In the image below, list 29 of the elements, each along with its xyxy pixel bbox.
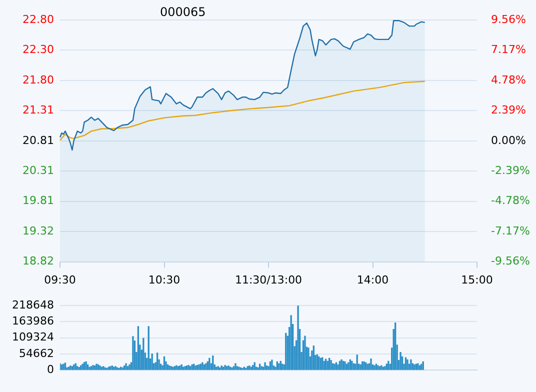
y2-tick-label: 7.17% <box>491 43 526 56</box>
x-tick-label: 09:30 <box>44 273 76 286</box>
y-tick-label: 18.82 <box>22 254 54 268</box>
chart-title: 000065 <box>160 5 206 19</box>
y-tick-label: 54662 <box>19 346 54 360</box>
y-tick-label: 19.32 <box>22 224 54 238</box>
y-tick-label: 22.30 <box>22 43 54 56</box>
x-tick-label: 14:00 <box>356 273 389 286</box>
y2-tick-label: 0.00% <box>491 134 526 147</box>
y2-tick-label: -7.17% <box>491 224 530 238</box>
y-tick-label: 21.31 <box>22 104 54 117</box>
x-tick-label: 10:30 <box>148 273 180 286</box>
y-tick-label: 21.80 <box>22 73 54 86</box>
y-tick-label: 19.81 <box>22 194 54 208</box>
y-tick-label: 20.81 <box>22 134 54 147</box>
y-tick-label: 163986 <box>12 314 54 328</box>
y-tick-label: 0 <box>47 362 54 376</box>
y2-tick-label: -2.39% <box>491 164 530 177</box>
y2-tick-label: 9.56% <box>491 12 526 26</box>
y2-tick-label: -9.56% <box>491 254 530 268</box>
x-tick-label: 11:30/13:00 <box>234 273 302 286</box>
y2-tick-label: 4.78% <box>491 73 526 86</box>
y2-tick-label: 2.39% <box>491 104 526 117</box>
y2-tick-label: -4.78% <box>491 194 530 208</box>
y-tick-label: 109324 <box>12 330 54 344</box>
y-tick-label: 20.31 <box>22 164 54 177</box>
x-tick-label: 15:00 <box>461 273 493 286</box>
y-tick-label: 218648 <box>12 298 54 312</box>
y-tick-label: 22.80 <box>22 12 54 26</box>
